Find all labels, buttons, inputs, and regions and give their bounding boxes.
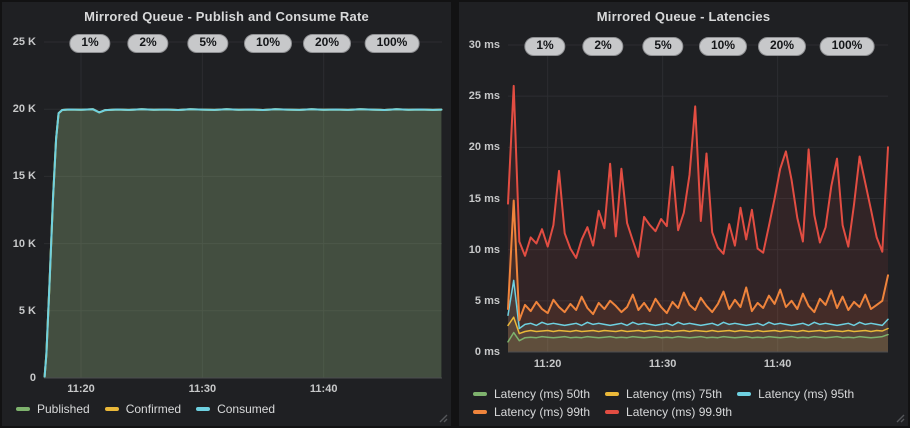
y-tick-label: 20 K: [12, 103, 36, 116]
series-line-latency-ms-50th: [507, 331, 889, 343]
series-line-consumed: [43, 108, 443, 378]
y-tick-label: 15 K: [12, 170, 36, 183]
y-tick-label: 25 K: [12, 36, 36, 48]
y-tick-label: 10 ms: [468, 243, 500, 256]
legend-color-dash-icon: [104, 406, 119, 411]
y-tick-label: 5 ms: [474, 294, 500, 307]
legend-color-dash-icon: [605, 391, 620, 396]
panel-title[interactable]: Mirrored Queue - Latencies: [596, 9, 771, 24]
percent-pill-20[interactable]: 20%: [302, 34, 352, 53]
x-tick-label: 11:40: [763, 358, 792, 370]
y-tick-label: 5 K: [18, 304, 36, 317]
series-area-consumed: [44, 109, 442, 379]
legend-color-dash-icon: [473, 409, 487, 414]
series-line-latency-ms-99th: [507, 199, 889, 322]
legend-row: Latency (ms) 99th Latency (ms) 99.9th: [473, 404, 747, 419]
series-area-confirmed: [44, 109, 442, 379]
legend-item-latency-ms-95th[interactable]: Latency (ms) 95th: [737, 387, 854, 401]
x-tick-label: 11:40: [309, 383, 338, 395]
legend-item-latency-ms-75th[interactable]: Latency (ms) 75th: [605, 387, 722, 401]
percent-pill-100[interactable]: 100%: [819, 37, 875, 56]
legend-label: Latency (ms) 50th: [494, 386, 591, 401]
plot-area[interactable]: [2, 2, 451, 426]
y-tick-label: 30 ms: [468, 39, 500, 51]
legend-color-dash-icon: [605, 409, 620, 414]
x-tick-label: 11:30: [648, 358, 677, 370]
legend-item-latency-ms-50th[interactable]: Latency (ms) 50th: [473, 387, 590, 401]
series-area-published: [44, 109, 442, 379]
y-tick-label: 15 ms: [468, 192, 500, 205]
legend-label: Consumed: [217, 401, 276, 416]
legend-color-dash-icon: [196, 406, 211, 411]
legend-item-latency-ms-99th[interactable]: Latency (ms) 99th: [473, 405, 590, 419]
legend-label: Latency (ms) 99th: [494, 404, 591, 419]
series-area-latency-ms-75th: [508, 317, 888, 352]
legend-label: Published: [37, 401, 90, 416]
legend-item-confirmed[interactable]: Confirmed: [104, 401, 182, 416]
legend-item-latency-ms-99-9th[interactable]: Latency (ms) 99.9th: [605, 405, 732, 419]
panel-latencies: Mirrored Queue - Latencies 1% 2% 5% 10% 20% 1…: [459, 2, 908, 426]
legend-color-dash-icon: [16, 406, 30, 411]
y-tick-label: 0: [29, 372, 36, 384]
percent-pill-5[interactable]: 5%: [187, 34, 229, 53]
panel-resize-handle-icon[interactable]: [896, 414, 905, 423]
percent-pill-5[interactable]: 5%: [642, 37, 684, 56]
percent-pill-10[interactable]: 10%: [243, 34, 293, 53]
series-line-latency-ms-99-9th: [507, 84, 889, 259]
legend-item-consumed[interactable]: Consumed: [196, 402, 275, 416]
plot-area[interactable]: [459, 2, 908, 426]
percent-pill-100[interactable]: 100%: [364, 34, 420, 53]
x-tick-label: 11:20: [533, 358, 562, 370]
percent-pill-10[interactable]: 10%: [698, 37, 748, 56]
x-tick-label: 11:20: [67, 383, 95, 395]
panel-publish-consume-rate: Mirrored Queue - Publish and Consume Rat…: [2, 2, 451, 426]
y-tick-label: 0 ms: [474, 346, 500, 358]
legend-color-dash-icon: [473, 391, 487, 396]
series-area-latency-ms-99th: [508, 200, 888, 352]
x-tick-label: 11:30: [188, 383, 217, 395]
percent-pill-20[interactable]: 20%: [757, 37, 807, 56]
legend-row: Published Confirmed Consumed: [16, 401, 290, 416]
percent-pill-1[interactable]: 1%: [524, 37, 566, 56]
legend-label: Latency (ms) 95th: [758, 386, 855, 401]
percent-pill-2[interactable]: 2%: [127, 34, 169, 53]
legend-item-published[interactable]: Published: [16, 402, 90, 416]
percent-pill-2[interactable]: 2%: [582, 37, 624, 56]
series-area-latency-ms-95th: [508, 280, 888, 352]
series-line-latency-ms-75th: [507, 316, 889, 335]
percent-pill-1[interactable]: 1%: [69, 34, 111, 53]
y-tick-label: 20 ms: [468, 141, 500, 154]
panel-resize-handle-icon[interactable]: [439, 414, 448, 423]
legend-label: Latency (ms) 99.9th: [626, 404, 733, 419]
y-tick-label: 10 K: [12, 237, 36, 250]
series-area-latency-ms-99-9th: [508, 85, 888, 353]
legend-row: Latency (ms) 50th Latency (ms) 75th Latenc…: [473, 386, 869, 401]
legend-label: Latency (ms) 75th: [626, 386, 723, 401]
legend-color-dash-icon: [737, 391, 752, 396]
legend-label: Confirmed: [125, 401, 182, 416]
series-line-latency-ms-95th: [507, 279, 889, 330]
y-tick-label: 25 ms: [468, 90, 500, 103]
panel-title[interactable]: Mirrored Queue - Publish and Consume Rat…: [84, 9, 369, 24]
